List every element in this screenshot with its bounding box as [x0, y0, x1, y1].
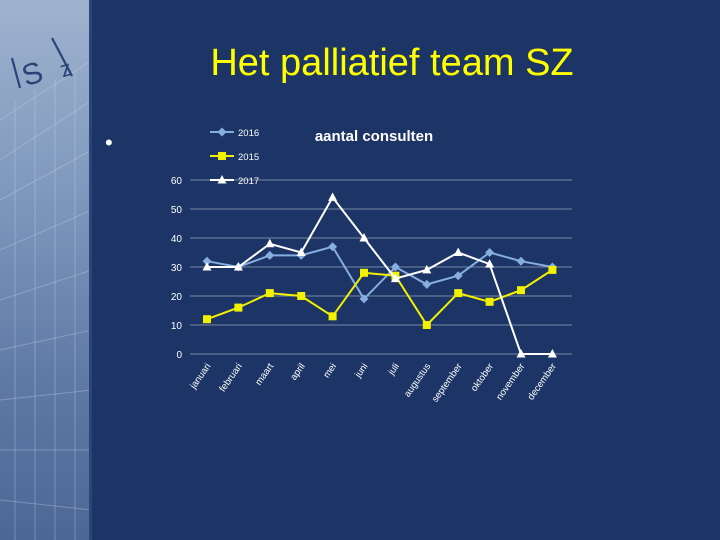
y-tick-label: 60 — [171, 176, 183, 187]
data-point-2015 — [328, 312, 337, 321]
legend-label-2017: 2017 — [238, 176, 259, 187]
data-point-2017 — [233, 262, 243, 271]
data-point-2016 — [516, 256, 526, 266]
data-point-2017 — [485, 259, 495, 268]
legend-marker-2015 — [218, 152, 226, 160]
bullet-point: • — [105, 130, 113, 155]
svg-text:S: S — [18, 56, 47, 94]
data-point-2017 — [547, 349, 557, 358]
legend-marker-2016 — [217, 127, 227, 137]
sidebar-decoration: S z — [0, 0, 92, 540]
data-point-2015 — [548, 265, 557, 274]
data-point-2016 — [390, 262, 400, 272]
data-point-2015 — [265, 289, 274, 298]
data-point-2015 — [517, 286, 525, 295]
x-tick-label: september — [430, 361, 465, 404]
building-pattern — [0, 59, 92, 540]
x-tick-label: juli — [386, 361, 402, 378]
y-tick-label: 0 — [176, 350, 182, 361]
data-point-2017 — [453, 247, 463, 256]
data-point-2015 — [454, 289, 463, 298]
y-tick-label: 10 — [171, 321, 183, 332]
sz-logo: S z — [10, 37, 75, 94]
legend-label-2016: 2016 — [238, 128, 259, 139]
legend-label-2015: 2015 — [238, 152, 259, 163]
series-line-2015 — [206, 269, 553, 327]
data-point-2016 — [422, 279, 432, 289]
x-tick-label: juni — [352, 361, 370, 380]
y-tick-label: 50 — [171, 205, 183, 216]
data-point-2016 — [328, 242, 338, 252]
x-tick-label: januari — [188, 361, 214, 391]
y-tick-label: 30 — [171, 263, 183, 274]
y-tick-label: 20 — [171, 292, 183, 303]
series-line-2017 — [207, 195, 553, 355]
data-point-2015 — [297, 292, 306, 300]
sidebar-edge — [89, 0, 92, 540]
data-point-2016 — [359, 294, 369, 304]
x-tick-label: november — [494, 361, 527, 402]
data-point-2017 — [265, 238, 275, 248]
chart-title: aantal consulten — [315, 128, 433, 145]
data-point-2016 — [202, 256, 212, 266]
data-point-2017 — [202, 262, 212, 271]
data-point-2017 — [422, 264, 432, 274]
legend-marker-2017 — [217, 175, 227, 184]
data-point-2015 — [360, 268, 368, 277]
x-tick-label: februari — [217, 361, 244, 394]
data-point-2015 — [485, 297, 494, 306]
x-tick-label: april — [288, 361, 307, 382]
svg-text:z: z — [57, 55, 75, 82]
data-point-2015 — [203, 315, 211, 324]
data-point-2016 — [453, 271, 463, 281]
x-tick-label: augustus — [402, 361, 433, 399]
x-tick-label: oktober — [469, 361, 496, 393]
data-point-2016 — [485, 248, 495, 257]
x-tick-label: maart — [253, 361, 276, 387]
data-point-2015 — [422, 321, 431, 329]
data-point-2017 — [296, 247, 306, 256]
y-tick-label: 40 — [171, 234, 183, 245]
slide-title: Het palliatief team SZ — [210, 42, 574, 84]
data-point-2017 — [390, 273, 400, 283]
data-point-2015 — [234, 303, 243, 312]
series-line-2016 — [206, 245, 553, 301]
data-point-2017 — [359, 233, 369, 242]
line-chart: 0 10 20 30 40 50 60 januari februari maart april me… — [171, 127, 572, 404]
data-point-2016 — [265, 250, 275, 260]
x-tick-label: mei — [321, 361, 339, 380]
data-point-2017 — [516, 349, 526, 358]
x-tick-label: december — [526, 361, 559, 402]
data-point-2017 — [328, 192, 338, 201]
